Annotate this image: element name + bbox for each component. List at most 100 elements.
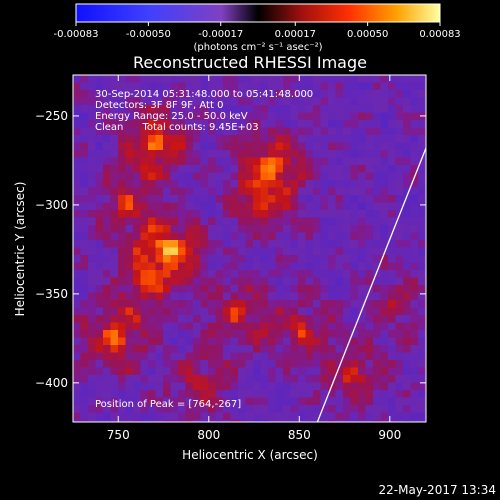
heatmap-cell <box>200 195 209 203</box>
heatmap-cell <box>343 225 351 233</box>
heatmap-cell <box>208 127 216 136</box>
heatmap-cell <box>418 345 426 353</box>
heatmap-cell <box>418 382 426 391</box>
heatmap-cell <box>245 165 254 173</box>
heatmap-cell <box>305 240 314 248</box>
heatmap-cell <box>238 285 246 293</box>
heatmap-cell <box>283 412 291 421</box>
heatmap-cell <box>358 202 366 211</box>
heatmap-cell <box>245 420 254 422</box>
heatmap-cell <box>215 165 224 173</box>
heatmap-cell <box>163 90 171 98</box>
heatmap-cell <box>395 300 404 308</box>
heatmap-cell <box>170 232 179 241</box>
heatmap-cell <box>320 345 329 353</box>
heatmap-cell <box>403 150 411 158</box>
heatmap-cell <box>208 120 216 128</box>
heatmap-cell <box>88 285 96 293</box>
heatmap-cell <box>148 367 156 376</box>
heatmap-cell <box>410 352 419 361</box>
heatmap-cell <box>290 120 299 128</box>
heatmap-cell <box>80 112 89 121</box>
heatmap-cell <box>73 120 81 128</box>
heatmap-cell <box>133 300 141 308</box>
heatmap-cell <box>380 345 389 353</box>
heatmap-cell <box>410 75 419 83</box>
heatmap-cell <box>305 255 314 263</box>
heatmap-cell <box>320 112 329 121</box>
heatmap-cell <box>328 300 336 308</box>
heatmap-cell <box>140 150 149 158</box>
heatmap-cell <box>110 157 119 166</box>
heatmap-cell <box>95 330 104 338</box>
heatmap-cell <box>290 97 299 106</box>
heatmap-cell <box>140 270 149 278</box>
heatmap-cell <box>373 262 381 271</box>
heatmap-cell <box>328 367 336 376</box>
heatmap-cell <box>238 397 246 406</box>
heatmap-cell <box>395 420 404 422</box>
heatmap-cell <box>140 247 149 256</box>
heatmap-cell <box>365 247 374 256</box>
heatmap-cell <box>73 285 81 293</box>
heatmap-cell <box>373 195 381 203</box>
heatmap-cell <box>163 240 171 248</box>
heatmap-cell <box>110 172 119 181</box>
heatmap-cell <box>238 127 246 136</box>
heatmap-cell <box>253 375 261 383</box>
heatmap-cell <box>410 202 419 211</box>
heatmap-cell <box>395 405 404 413</box>
heatmap-cell <box>403 292 411 301</box>
heatmap-cell <box>245 382 254 391</box>
heatmap-cell <box>73 270 81 278</box>
heatmap-cell <box>238 300 246 308</box>
heatmap-cell <box>305 330 314 338</box>
heatmap-cell <box>73 112 81 121</box>
heatmap-cell <box>403 75 411 83</box>
heatmap-cell <box>208 390 216 398</box>
heatmap-cell <box>140 367 149 376</box>
heatmap-cell <box>178 277 186 286</box>
heatmap-cell <box>365 270 374 278</box>
heatmap-cell <box>155 390 164 398</box>
heatmap-cell <box>275 157 284 166</box>
heatmap-cell <box>148 300 156 308</box>
heatmap-cell <box>425 202 426 211</box>
heatmap-cell <box>80 187 89 196</box>
heatmap-cell <box>73 352 81 361</box>
heatmap-cell <box>358 142 366 151</box>
colorbar-tick-label: -0.00017 <box>198 29 243 40</box>
heatmap-cell <box>200 405 209 413</box>
heatmap-cell <box>425 262 426 271</box>
heatmap-cell <box>328 217 336 226</box>
heatmap-cell <box>155 315 164 323</box>
heatmap-cell <box>215 195 224 203</box>
heatmap-cell <box>245 195 254 203</box>
heatmap-cell <box>200 240 209 248</box>
heatmap-cell <box>110 397 119 406</box>
heatmap-cell <box>305 195 314 203</box>
heatmap-cell <box>343 330 351 338</box>
heatmap-cell <box>170 142 179 151</box>
heatmap-cell <box>298 247 306 256</box>
heatmap-cell <box>335 135 344 143</box>
heatmap-cell <box>230 165 239 173</box>
heatmap-cell <box>290 127 299 136</box>
heatmap-cell <box>230 120 239 128</box>
heatmap-cell <box>208 247 216 256</box>
heatmap-cell <box>170 165 179 173</box>
heatmap-cell <box>410 330 419 338</box>
heatmap-cell <box>230 337 239 346</box>
heatmap-cell <box>260 337 269 346</box>
heatmap-cell <box>350 405 359 413</box>
heatmap-cell <box>350 165 359 173</box>
heatmap-cell <box>155 112 164 121</box>
heatmap-cell <box>230 195 239 203</box>
heatmap-cell <box>365 390 374 398</box>
heatmap-cell <box>73 420 81 422</box>
heatmap-cell <box>260 360 269 368</box>
heatmap-cell <box>88 135 96 143</box>
heatmap-cell <box>253 322 261 331</box>
heatmap-cell <box>200 247 209 256</box>
heatmap-cell <box>305 367 314 376</box>
